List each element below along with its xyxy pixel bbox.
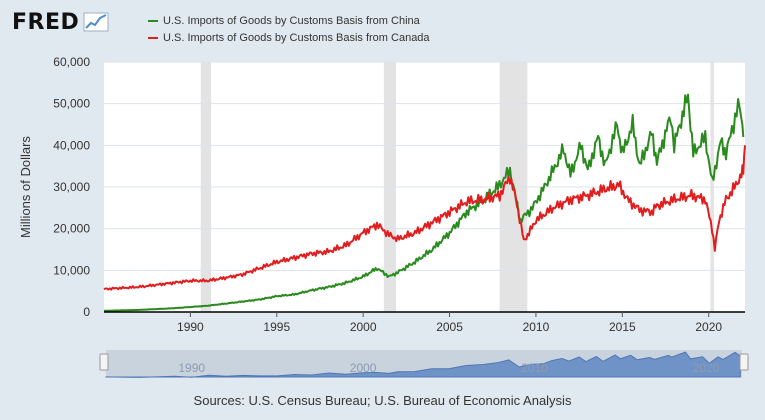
legend-label-canada: U.S. Imports of Goods by Customs Basis f… bbox=[163, 31, 430, 44]
logo-text: FRED bbox=[12, 9, 80, 35]
legend-item-china: U.S. Imports of Goods by Customs Basis f… bbox=[148, 12, 430, 29]
range-navigator[interactable]: 1990 2000 2010 2020 bbox=[99, 350, 749, 378]
legend-swatch-canada bbox=[148, 36, 158, 39]
x-tick-label: 1990 bbox=[177, 320, 204, 334]
navigator-left-handle[interactable] bbox=[99, 353, 109, 371]
x-tick-label: 2005 bbox=[436, 320, 463, 334]
legend: U.S. Imports of Goods by Customs Basis f… bbox=[148, 12, 430, 46]
chart-icon bbox=[83, 12, 109, 32]
x-tick-label: 2015 bbox=[609, 320, 636, 334]
navigator-label: 1990 bbox=[178, 361, 205, 375]
x-tick-label: 2020 bbox=[695, 320, 722, 334]
grid-lines bbox=[104, 61, 745, 271]
y-tick-label: 30,000 bbox=[53, 180, 90, 194]
x-tick-label: 2000 bbox=[350, 320, 377, 334]
y-tick-label: 10,000 bbox=[53, 263, 90, 277]
series-line-canada bbox=[103, 145, 746, 291]
chart: 0 10,000 20,000 30,000 40,000 50,000 60,000 19… bbox=[18, 55, 749, 378]
navigator-label: 2000 bbox=[350, 361, 377, 375]
y-tick-label: 0 bbox=[83, 305, 90, 319]
x-tick-labels: 1990 1995 2000 2005 2010 2015 2020 bbox=[177, 312, 722, 334]
y-tick-label: 20,000 bbox=[53, 222, 90, 236]
series-line-china bbox=[103, 93, 745, 312]
y-tick-label: 60,000 bbox=[53, 55, 90, 69]
navigator-area bbox=[105, 351, 741, 378]
legend-item-canada: U.S. Imports of Goods by Customs Basis f… bbox=[148, 29, 430, 46]
fred-logo[interactable]: FRED bbox=[12, 8, 111, 36]
y-axis-label: Millions of Dollars bbox=[18, 136, 33, 238]
navigator-label: 2010 bbox=[521, 361, 548, 375]
navigator-label: 2020 bbox=[693, 361, 720, 375]
legend-label-china: U.S. Imports of Goods by Customs Basis f… bbox=[163, 14, 420, 27]
legend-swatch-china bbox=[148, 19, 158, 22]
y-tick-label: 50,000 bbox=[53, 97, 90, 111]
x-tick-label: 1995 bbox=[263, 320, 290, 334]
y-tick-label: 40,000 bbox=[53, 138, 90, 152]
navigator-right-handle[interactable] bbox=[739, 353, 749, 371]
navigator-labels: 1990 2000 2010 2020 bbox=[178, 361, 719, 375]
y-tick-labels: 0 10,000 20,000 30,000 40,000 50,000 60,000 bbox=[53, 55, 90, 319]
series-lines bbox=[103, 93, 746, 312]
source-note: Sources: U.S. Census Bureau; U.S. Bureau… bbox=[193, 393, 572, 408]
x-tick-label: 2010 bbox=[523, 320, 550, 334]
